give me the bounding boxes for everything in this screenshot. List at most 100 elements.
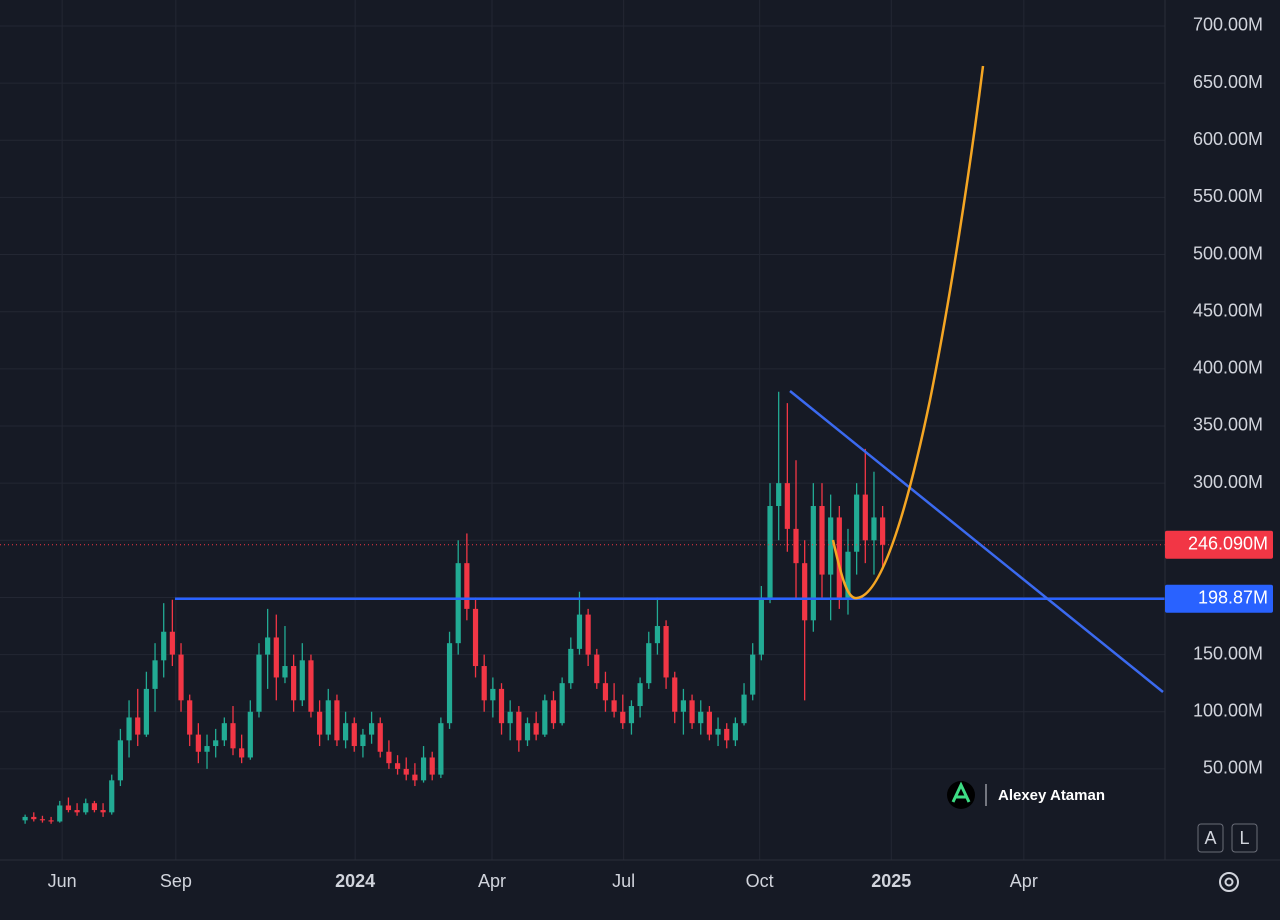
candle-body	[83, 803, 89, 813]
x-tick-label: 2025	[871, 871, 911, 891]
candle-body	[394, 763, 401, 769]
button[interactable]	[1231, 823, 1258, 853]
candle-body	[741, 694, 747, 724]
candle-body	[576, 614, 583, 649]
x-tick-label: Apr	[478, 871, 506, 891]
candle-body	[204, 746, 210, 752]
x-tick-label: Jul	[612, 871, 635, 891]
candle-body	[299, 660, 305, 701]
candle-body	[412, 774, 418, 781]
candle-body	[706, 711, 712, 735]
candle-body	[446, 643, 453, 724]
candles	[22, 391, 886, 824]
candle-body	[568, 648, 574, 684]
candle-body	[308, 660, 314, 712]
candle-body	[74, 810, 80, 813]
candle-body	[758, 597, 764, 655]
settings-icon[interactable]	[1219, 872, 1239, 892]
candle-body	[767, 506, 773, 598]
candle-body	[672, 677, 678, 712]
candle-body	[663, 626, 669, 678]
candle-body	[91, 803, 98, 811]
y-tick-label: 550.00M	[1193, 186, 1263, 206]
candle-body	[854, 494, 860, 552]
candle-body	[490, 688, 496, 701]
x-tick-label: Apr	[1010, 871, 1038, 891]
candle-body	[265, 637, 271, 655]
button-label[interactable]: L	[1239, 828, 1249, 848]
candle-body	[602, 683, 609, 701]
candle-body	[360, 734, 366, 747]
candle-body	[178, 654, 184, 701]
y-tick-label: 500.00M	[1193, 243, 1263, 263]
candle-body	[187, 700, 193, 735]
candle-body	[680, 700, 687, 712]
button-label[interactable]: A	[1204, 828, 1216, 848]
candle-body	[828, 517, 834, 575]
candle-body	[403, 768, 409, 775]
candle-body	[845, 551, 851, 598]
candle-body	[802, 563, 808, 621]
price-label: 198.87M	[1198, 587, 1268, 607]
candle-body	[195, 734, 201, 752]
candle-body	[871, 517, 877, 541]
candle-body	[793, 528, 799, 564]
candle-body	[351, 723, 357, 747]
trendline	[789, 390, 1164, 693]
candle-body	[109, 780, 115, 813]
candle-body	[273, 637, 279, 678]
candle-body	[386, 751, 392, 764]
candle-body	[135, 717, 141, 735]
x-tick-label: 2024	[335, 871, 375, 891]
candle-body	[481, 666, 487, 701]
axes: 50.00M100.00M150.00M200.00M250.00M300.00…	[48, 15, 1273, 891]
candle-body	[291, 666, 297, 701]
candle-body	[516, 711, 522, 741]
candle-body	[282, 666, 288, 678]
candle-body	[368, 723, 375, 735]
candle-body	[611, 700, 617, 712]
y-tick-label: 300.00M	[1193, 472, 1263, 492]
candle-body	[152, 660, 158, 689]
y-tick-label: 450.00M	[1193, 300, 1263, 320]
x-tick-label: Sep	[160, 871, 192, 891]
button[interactable]	[1197, 823, 1224, 853]
candle-body	[880, 517, 886, 545]
candle-body	[429, 757, 435, 775]
candle-body	[654, 626, 661, 644]
candle-body	[213, 740, 219, 747]
candle-body	[31, 816, 37, 820]
candle-body	[57, 805, 63, 822]
candle-body	[715, 728, 721, 735]
candle-body	[542, 700, 548, 735]
candle-body	[438, 723, 444, 775]
candle-body	[559, 683, 565, 724]
y-tick-label: 50.00M	[1203, 758, 1263, 778]
candle-body	[836, 517, 842, 598]
candle-body	[377, 723, 383, 752]
settings-ring[interactable]	[1219, 872, 1239, 892]
candle-body	[689, 700, 695, 724]
price-label-box	[1165, 530, 1273, 559]
candle-body	[39, 819, 46, 821]
grid	[0, 0, 1165, 860]
candle-body	[698, 711, 704, 724]
candle-body	[334, 700, 340, 741]
price-label: 246.090M	[1188, 534, 1268, 554]
candle-body	[498, 688, 505, 724]
candle-body	[784, 483, 790, 529]
candle-body	[628, 706, 635, 724]
settings-core[interactable]	[1224, 877, 1234, 887]
candle-body	[230, 723, 236, 749]
candle-body	[585, 614, 591, 655]
price-lines	[0, 544, 1165, 600]
logo-mark	[951, 781, 971, 803]
candle-body	[637, 683, 643, 707]
candle-body	[594, 654, 600, 684]
candle-body	[143, 688, 149, 735]
candle-body	[420, 757, 427, 781]
candle-body	[169, 631, 175, 655]
candle-body	[221, 723, 227, 741]
